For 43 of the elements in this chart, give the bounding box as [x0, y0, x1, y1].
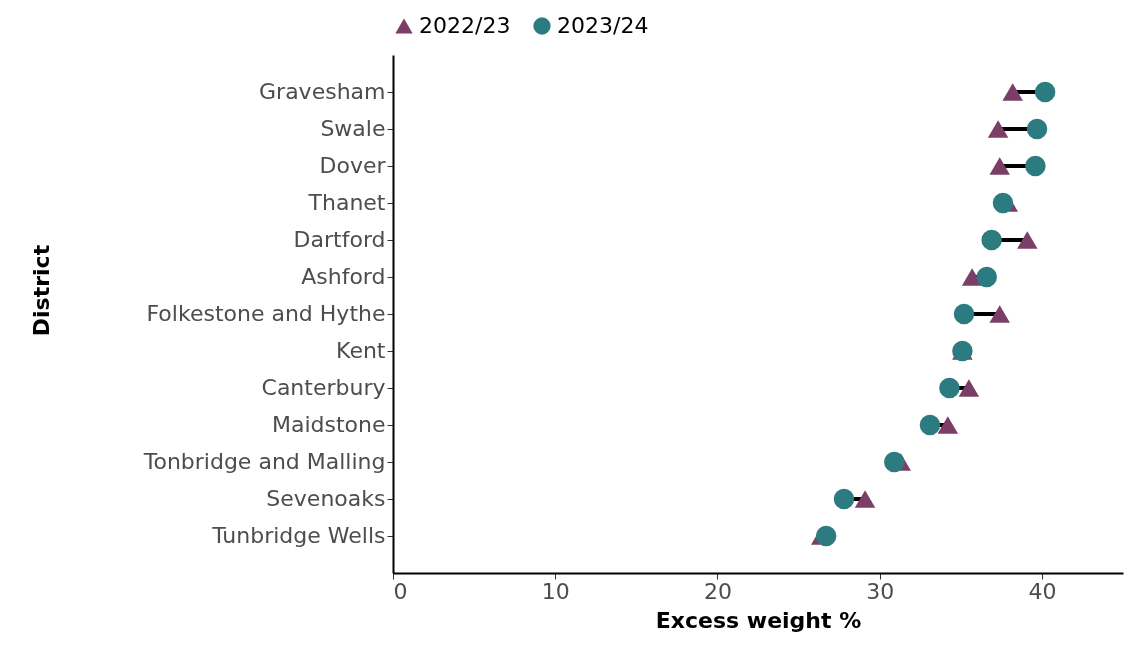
point: [1025, 155, 1046, 177]
point: [937, 416, 959, 434]
point: [981, 229, 1002, 251]
legend-label: 2023/24: [557, 13, 649, 38]
x-tick-label: 10: [541, 578, 570, 604]
point: [1026, 118, 1048, 140]
y-tick-label: Kent: [336, 338, 386, 363]
y-tick-label: Dover: [319, 153, 387, 178]
y-tick-label: Sevenoaks: [266, 486, 386, 511]
point: [1002, 83, 1023, 101]
point: [815, 525, 837, 547]
point: [961, 268, 983, 286]
point: [939, 377, 960, 399]
point: [989, 157, 1010, 175]
x-tick-label: 20: [703, 578, 732, 604]
y-tick-label: Maidstone: [271, 412, 386, 437]
y-tick-label: Swale: [320, 116, 386, 141]
point: [987, 120, 1009, 138]
point: [919, 414, 941, 436]
point: [992, 192, 1014, 214]
y-axis-title: District: [28, 244, 54, 337]
y-tick-label: Dartford: [293, 227, 386, 252]
point: [1017, 231, 1038, 249]
y-tick-label: Gravesham: [259, 79, 386, 104]
x-tick-label: 40: [1028, 578, 1057, 604]
point: [833, 488, 855, 510]
point: [976, 266, 997, 288]
y-tick-label: Tonbridge and Malling: [142, 449, 386, 474]
point: [958, 379, 980, 397]
x-axis-title: Excess weight %: [655, 607, 862, 633]
y-tick-label: Ashford: [301, 264, 386, 289]
y-tick-label: Tunbridge Wells: [211, 523, 386, 548]
x-tick-label: 30: [866, 578, 895, 604]
point: [884, 451, 905, 473]
point: [989, 305, 1010, 323]
y-tick-label: Thanet: [307, 190, 386, 215]
legend-label: 2022/23: [419, 13, 511, 38]
y-tick-label: Canterbury: [261, 375, 386, 400]
point: [1034, 81, 1056, 103]
point: [953, 303, 975, 325]
point: [854, 490, 876, 508]
y-tick-label: Folkestone and Hythe: [146, 301, 386, 326]
x-tick-label: 0: [393, 578, 408, 604]
